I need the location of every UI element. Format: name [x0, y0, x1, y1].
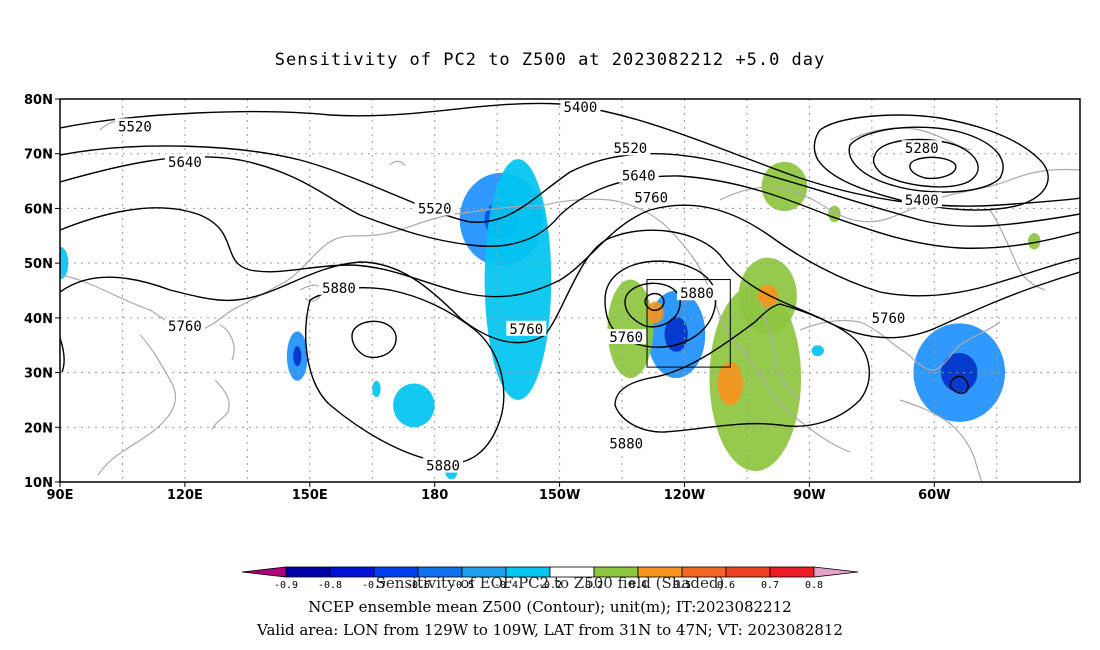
- contour-label-bg: [868, 309, 909, 325]
- axis-labels: 90E 120E 150E 180 150W 120W 90W 60W 80N 70N 60N 50N…: [24, 93, 950, 503]
- lat-tick-label: 30N: [24, 367, 53, 382]
- contour-label: 5400: [564, 100, 598, 116]
- contour-label: 5640: [622, 169, 656, 185]
- caption-shading: Sensitivity of EOF PC2 to Z500 field (Sh…: [375, 574, 725, 592]
- contour-label-bg: [676, 285, 717, 301]
- valid-area-box: [646, 279, 731, 368]
- lon-tick-label: 90E: [47, 488, 74, 503]
- lat-tick-label: 80N: [24, 93, 53, 108]
- coastlines: [60, 119, 1080, 482]
- contour-label-bg: [618, 167, 659, 183]
- contour-label: 5760: [634, 190, 668, 206]
- colorbar-label: 0.7: [761, 580, 779, 591]
- contour-label-bg: [606, 329, 647, 345]
- shaded-region-17: [811, 345, 824, 357]
- colorbar: -0.9 -0.8 -0.7 -0.6 -0.5 -0.4 -0.2 0.2 0.4 0.5 0.6…: [241, 566, 859, 591]
- lat-tick-label: 60N: [24, 202, 53, 217]
- lat-tick-label: 10N: [24, 476, 53, 491]
- colorbar-label: -0.8: [318, 580, 342, 591]
- colorbar-cell: [813, 566, 859, 578]
- shaded-region-6: [717, 361, 743, 406]
- colorbar-label: -0.9: [274, 580, 298, 591]
- contour-label: 5760: [509, 322, 543, 338]
- page-title: Sensitivity of PC2 to Z500 at 2023082212…: [274, 50, 826, 70]
- contour-label: 5760: [872, 311, 906, 327]
- colorbar-label: -0.5: [450, 580, 474, 591]
- shaded-region-12: [393, 383, 435, 428]
- contour-label: 5280: [905, 141, 939, 157]
- contour-label: 5520: [418, 201, 452, 217]
- lat-lon-grid: [60, 99, 1080, 482]
- contour-label: 5400: [905, 193, 939, 209]
- colorbar-label: -0.4: [494, 580, 518, 591]
- colorbar-label: 0.8: [805, 580, 823, 591]
- colorbar-label: 0.5: [673, 580, 691, 591]
- contour-label: 5880: [322, 281, 356, 297]
- contour-label: 5640: [168, 155, 202, 171]
- contour-label-bg: [560, 99, 601, 115]
- contour-label: 5760: [609, 330, 643, 346]
- lat-tick-label: 40N: [24, 312, 53, 327]
- contour-label: 5880: [609, 437, 643, 453]
- contour-label-bg: [423, 457, 464, 473]
- contour-label-bg: [318, 279, 359, 295]
- colorbar-label: 0.2: [585, 580, 603, 591]
- lon-tick-label: 120E: [167, 488, 203, 503]
- lon-tick-label: 90W: [793, 488, 825, 503]
- contour-label-bg: [114, 118, 155, 134]
- shaded-region-9: [761, 161, 808, 212]
- contour-label: 5760: [168, 319, 202, 335]
- contour-label-bg: [164, 153, 205, 169]
- shaded-region-13: [60, 246, 69, 280]
- contour-label: 5520: [118, 119, 152, 135]
- contour-labels: 5400 5520 5640 5520 5520 5640 5760 5280 5400 5880…: [114, 99, 942, 475]
- contour-label-bg: [901, 140, 942, 156]
- shaded-region-3: [607, 279, 654, 379]
- map-frame: [59, 98, 1081, 483]
- colorbar-label: -0.7: [362, 580, 386, 591]
- lat-tick-label: 20N: [24, 421, 53, 436]
- caption-valid-area: Valid area: LON from 129W to 109W, LAT f…: [257, 621, 843, 639]
- shaded-region-8: [757, 285, 779, 307]
- contour-label: 5880: [680, 286, 714, 302]
- contour-label: 5880: [426, 459, 460, 475]
- lon-tick-label: 150W: [539, 488, 580, 503]
- contour-label: 5520: [614, 141, 648, 157]
- contour-label-bg: [610, 140, 651, 156]
- contour-label-bg: [164, 318, 205, 334]
- contour-label-bg: [606, 435, 647, 451]
- lon-tick-label: 180: [421, 488, 448, 503]
- contour-label-bg: [901, 192, 942, 208]
- sensitivity-shading: [60, 159, 1041, 480]
- shaded-region-14: [372, 380, 381, 398]
- lat-tick-label: 70N: [24, 148, 53, 163]
- lat-tick-label: 50N: [24, 257, 53, 272]
- caption-contour: NCEP ensemble mean Z500 (Contour); unit(…: [308, 598, 792, 616]
- colorbar-label: -0.6: [406, 580, 430, 591]
- colorbar-label: -0.2: [538, 580, 562, 591]
- shaded-region-1: [484, 159, 552, 400]
- colorbar-label: 0.6: [717, 580, 735, 591]
- lon-tick-label: 60W: [918, 488, 950, 503]
- lon-tick-label: 150E: [292, 488, 328, 503]
- contour-label-bg: [631, 189, 672, 205]
- shaded-core-11: [293, 346, 302, 367]
- shaded-region-4: [647, 301, 664, 324]
- contour-label-bg: [414, 200, 455, 216]
- colorbar-label: 0.4: [629, 580, 647, 591]
- shaded-region-16: [1027, 233, 1041, 250]
- shaded-core-10: [940, 352, 978, 393]
- lon-tick-label: 120W: [664, 488, 705, 503]
- contour-label-bg: [506, 320, 547, 336]
- z500-contours: [60, 102, 1080, 464]
